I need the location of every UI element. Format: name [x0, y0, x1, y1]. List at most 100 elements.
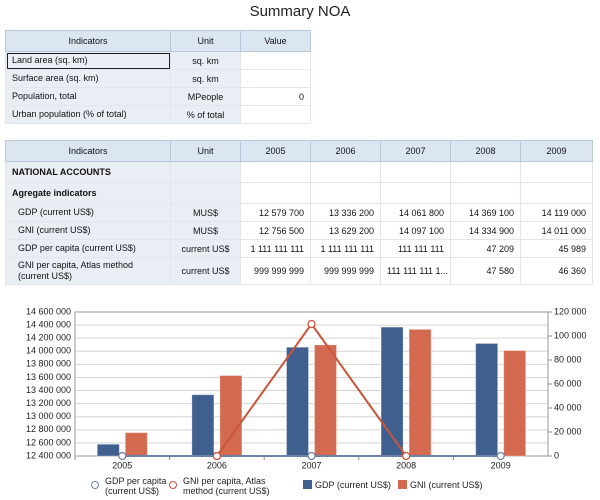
value-cell	[240, 51, 311, 70]
indicator-cell: Population, total	[5, 87, 171, 106]
bar	[286, 346, 309, 457]
unit-cell	[170, 161, 241, 183]
value-cell	[450, 161, 521, 183]
unit-cell: current US$	[170, 239, 241, 258]
bar	[219, 375, 243, 457]
indicator-cell: GDP (current US$)	[5, 203, 171, 222]
bar	[314, 344, 337, 457]
y-tick-label: 12 400 000	[26, 450, 71, 460]
unit-cell: sq. km	[170, 51, 241, 70]
unit-cell: % of total	[170, 105, 241, 124]
value-cell: 13 336 200	[310, 203, 381, 222]
bar	[503, 350, 527, 457]
value-cell	[240, 161, 311, 183]
x-tick-label: 2006	[207, 460, 227, 470]
header-row: Indicators Unit 2005 2006 2007 2008 2009	[5, 140, 593, 162]
value-cell	[310, 161, 381, 183]
unit-cell: MUS$	[170, 221, 241, 240]
y2-tick-label: 0	[554, 450, 559, 460]
line-marker	[496, 451, 505, 461]
value-cell: 111 111 111 1...	[380, 257, 451, 285]
bar	[124, 432, 148, 457]
value-cell: 14 119 000	[520, 203, 593, 222]
y-tick-label: 13 000 000	[26, 411, 71, 421]
indicator-cell: NATIONAL ACCOUNTS	[5, 161, 171, 183]
legend-label: GDP (current US$)	[315, 480, 391, 490]
value-cell: 45 989	[520, 239, 593, 258]
value-cell: 1 111 111 111	[310, 239, 381, 258]
value-cell: 12 579 700	[240, 203, 311, 222]
value-cell: 14 334 900	[450, 221, 521, 240]
y2-tick-label: 60 000	[554, 378, 582, 388]
unit-cell	[170, 182, 241, 204]
table-row: GDP per capita (current US$) current US$ 1…	[5, 239, 593, 258]
table-row: Surface area (sq. km) sq. km	[5, 69, 311, 88]
x-tick-label: 2009	[491, 460, 511, 470]
table-row: GDP (current US$) MUS$ 12 579 700 13 336 20…	[5, 203, 593, 222]
value-cell: 46 360	[520, 257, 593, 285]
header-cell: Unit	[170, 30, 241, 52]
header-cell: 2009	[520, 140, 593, 162]
table-row: Agregate indicators	[5, 182, 593, 204]
chart: 12 400 000 12 600 000 12 800 000 13 000 000…	[26, 306, 587, 470]
value-cell: 14 097 100	[380, 221, 451, 240]
y-tick-label: 13 800 000	[26, 359, 71, 369]
bar	[96, 443, 120, 457]
header-cell: Indicators	[5, 140, 171, 162]
indicator-cell: GNI per capita, Atlas method (current US…	[5, 257, 171, 285]
y2-tick-label: 20 000	[554, 426, 582, 436]
value-cell: 12 756 500	[240, 221, 311, 240]
value-cell	[310, 182, 381, 204]
line-marker	[212, 451, 221, 461]
header-cell: Value	[240, 30, 311, 52]
x-tick-label: 2007	[301, 460, 321, 470]
value-cell: 111 111 111	[380, 239, 451, 258]
value-cell	[240, 182, 311, 204]
indicator-cell: Agregate indicators	[5, 182, 171, 204]
value-cell: 47 209	[450, 239, 521, 258]
value-cell	[520, 161, 593, 183]
header-cell: 2006	[310, 140, 381, 162]
header-cell: 2005	[240, 140, 311, 162]
bar	[191, 394, 215, 457]
y-tick-label: 14 000 000	[26, 346, 71, 356]
y-tick-label: 14 200 000	[26, 333, 71, 343]
y-tick-label: 13 200 000	[26, 398, 71, 408]
value-cell	[380, 182, 451, 204]
value-cell: 999 999 999	[240, 257, 311, 285]
value-cell	[520, 182, 593, 204]
y-tick-label: 12 800 000	[26, 424, 71, 434]
y2-tick-label: 120 000	[554, 306, 587, 316]
table-row: GNI per capita, Atlas method (current US…	[5, 257, 593, 285]
bar	[475, 342, 499, 457]
line-marker	[307, 451, 316, 461]
legend-swatch	[303, 480, 312, 489]
y-tick-label: 14 600 000	[26, 306, 71, 316]
line-marker	[307, 319, 316, 329]
value-cell	[450, 182, 521, 204]
legend-swatch	[398, 480, 407, 489]
unit-cell: sq. km	[170, 69, 241, 88]
line-marker	[118, 451, 127, 461]
legend-swatch	[91, 481, 99, 489]
header-cell: 2008	[450, 140, 521, 162]
line-marker	[402, 451, 411, 461]
legend-label: GNI per capita, Atlas method (current US…	[183, 476, 270, 496]
bar	[408, 328, 432, 457]
header-row: Indicators Unit Value	[5, 30, 311, 52]
value-cell: 0	[240, 87, 311, 106]
table-row: NATIONAL ACCOUNTS	[5, 161, 593, 183]
value-cell: 1 111 111 111	[240, 239, 311, 258]
value-cell: 14 369 100	[450, 203, 521, 222]
page-title: Summary NOA	[249, 3, 351, 20]
indicators-table: Indicators Unit 2005 2006 2007 2008 2009 NATION…	[5, 140, 593, 285]
y2-tick-label: 100 000	[554, 330, 587, 340]
legend-swatch	[169, 481, 177, 489]
legend-label: GDP per capita (current US$)	[105, 476, 167, 496]
table-row: GNI (current US$) MUS$ 12 756 500 13 629 20…	[5, 221, 593, 240]
x-tick-label: 2005	[112, 460, 132, 470]
unit-cell: MUS$	[170, 203, 241, 222]
value-cell	[240, 69, 311, 88]
y-tick-label: 13 400 000	[26, 385, 71, 395]
summary-table: Indicators Unit Value Land area (sq. km) sq.…	[5, 30, 311, 124]
